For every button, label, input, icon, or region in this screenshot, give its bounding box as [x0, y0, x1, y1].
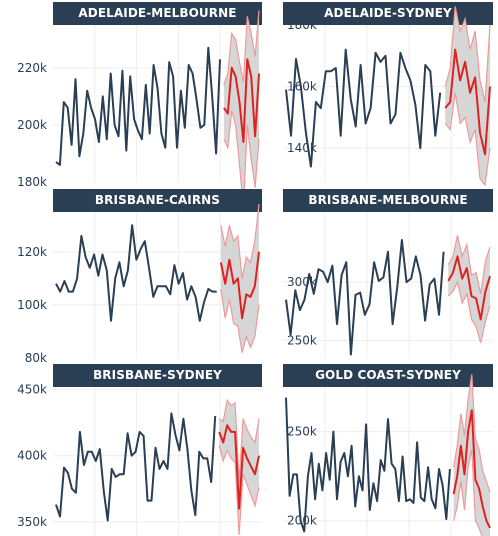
forecast-upper-bound: [218, 398, 260, 483]
actual-series-line: [285, 239, 445, 356]
panel-title-gold-coast-sydney: GOLD COAST-SYDNEY: [283, 364, 493, 387]
forecast-lower-bound: [220, 288, 260, 353]
y-tick-label: 180k: [17, 175, 47, 189]
y-tick-label: 200k: [17, 118, 47, 132]
y-tick-label: 120k: [17, 245, 47, 259]
panel-title-brisbane-cairns: BRISBANE-CAIRNS: [53, 189, 262, 212]
forecast-series-line: [219, 251, 260, 320]
actual-series-line: [55, 224, 217, 322]
panel-plot-adelaide-melbourne: 180k 200k 220k: [17, 10, 262, 208]
actual-series-line: [55, 412, 217, 522]
forecast-upper-bound: [447, 235, 491, 294]
y-tick-label: 140k: [287, 141, 317, 155]
forecast-series-line: [223, 58, 260, 143]
forecast-series-line: [218, 424, 260, 510]
y-tick-label: 350k: [17, 515, 47, 529]
y-tick-label: 250k: [287, 333, 317, 347]
panel-title-adelaide-melbourne: ADELAIDE-MELBOURNE: [53, 2, 262, 25]
forecast-series-line: [444, 48, 491, 156]
panel-plot-brisbane-melbourne: 250k 300k: [283, 212, 493, 358]
y-tick-label: 400k: [17, 449, 47, 463]
forecast-series-line: [452, 409, 491, 529]
panel-title-adelaide-sydney: ADELAIDE-SYDNEY: [283, 2, 493, 25]
y-tick-label: 100k: [17, 298, 47, 312]
forecast-interval-band: [219, 400, 259, 535]
panel-plot-gold-coast-sydney: 200k 250k: [283, 374, 493, 536]
forecast-upper-bound: [444, 6, 491, 103]
forecast-upper-bound: [223, 10, 260, 86]
y-tick-label: 200k: [287, 514, 317, 528]
actual-series-line: [285, 48, 442, 168]
forecast-interval-band: [223, 10, 259, 208]
panel-plot-brisbane-cairns: 80k 100k 120k: [17, 203, 262, 365]
y-tick-label: 250k: [287, 425, 317, 439]
panel-plot-adelaide-sydney: 140k 160k 180k: [283, 6, 493, 187]
forecast-upper-bound: [453, 374, 491, 493]
forecast-interval-band: [220, 204, 259, 353]
forecast-series-line: [447, 255, 491, 321]
panel-title-brisbane-sydney: BRISBANE-SYDNEY: [53, 364, 262, 387]
forecast-lower-bound: [447, 280, 491, 343]
forecast-lower-bound: [223, 110, 260, 208]
actual-series-line: [55, 46, 221, 166]
forecast-lower-bound: [218, 444, 260, 536]
panel-plot-brisbane-sydney: 350k 400k 450k: [17, 383, 262, 536]
y-tick-label: 220k: [17, 61, 47, 75]
actual-series-line: [285, 397, 451, 533]
y-tick-label: 450k: [17, 383, 47, 397]
y-tick-label: 180k: [287, 18, 317, 32]
forecast-lower-bound: [453, 449, 483, 536]
forecast-upper-bound: [220, 203, 260, 279]
forecast-lower-bound: [444, 92, 491, 187]
y-tick-label: 80k: [25, 351, 47, 365]
y-tick-label: 300k: [287, 275, 317, 289]
panel-title-brisbane-melbourne: BRISBANE-MELBOURNE: [283, 189, 493, 212]
y-tick-label: 160k: [287, 80, 317, 94]
